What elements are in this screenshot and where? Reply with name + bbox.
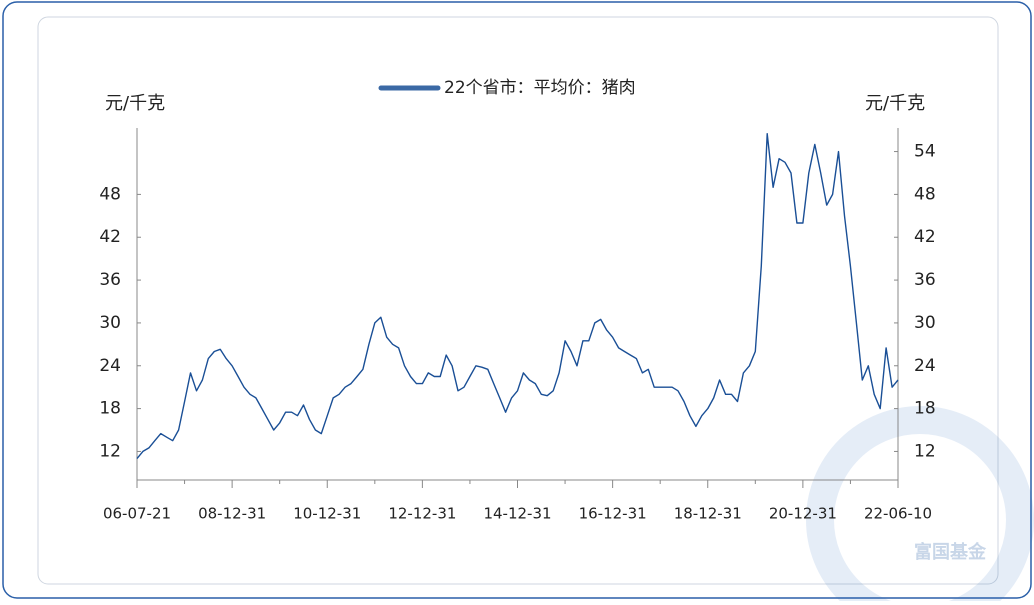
- y-tick-label: 36: [99, 270, 121, 290]
- x-tick-label: 12-12-31: [388, 505, 456, 523]
- y2-tick-label: 42: [914, 227, 936, 247]
- x-tick-label: 08-12-31: [198, 505, 266, 523]
- x-tick-label: 20-12-31: [769, 505, 837, 523]
- y-tick-label: 48: [99, 184, 121, 204]
- y-tick-label: 24: [99, 356, 121, 376]
- y-tick-label: 30: [99, 313, 121, 333]
- x-tick-label: 06-07-21: [103, 505, 171, 523]
- y2-tick-label: 36: [914, 270, 936, 290]
- x-tick-label: 18-12-31: [674, 505, 742, 523]
- y2-tick-label: 30: [914, 313, 936, 333]
- y2-tick-label: 54: [914, 142, 936, 162]
- x-tick-label: 10-12-31: [293, 505, 361, 523]
- line-series: [136, 133, 899, 460]
- y-tick-label: 18: [99, 399, 121, 419]
- x-tick-label: 14-12-31: [483, 505, 551, 523]
- y-axis-title: 元/千克: [105, 93, 165, 114]
- x-tick-label: 22-06-10: [864, 505, 932, 523]
- y2-tick-label: 24: [914, 356, 936, 376]
- y2-tick-label: 12: [914, 441, 936, 461]
- y-tick-label: 42: [99, 227, 121, 247]
- y2-tick-label: 48: [914, 184, 936, 204]
- card: [37, 16, 999, 585]
- watermark: 富国基金: [914, 541, 987, 563]
- x-tick-label: 16-12-31: [579, 505, 647, 523]
- y2-axis-title: 元/千克: [865, 93, 925, 114]
- watermark-logo: [806, 406, 1034, 605]
- y-tick-label: 12: [99, 441, 121, 461]
- legend-label: 22个省市：平均价：猪肉: [444, 78, 636, 98]
- y2-tick-label: 18: [914, 399, 936, 419]
